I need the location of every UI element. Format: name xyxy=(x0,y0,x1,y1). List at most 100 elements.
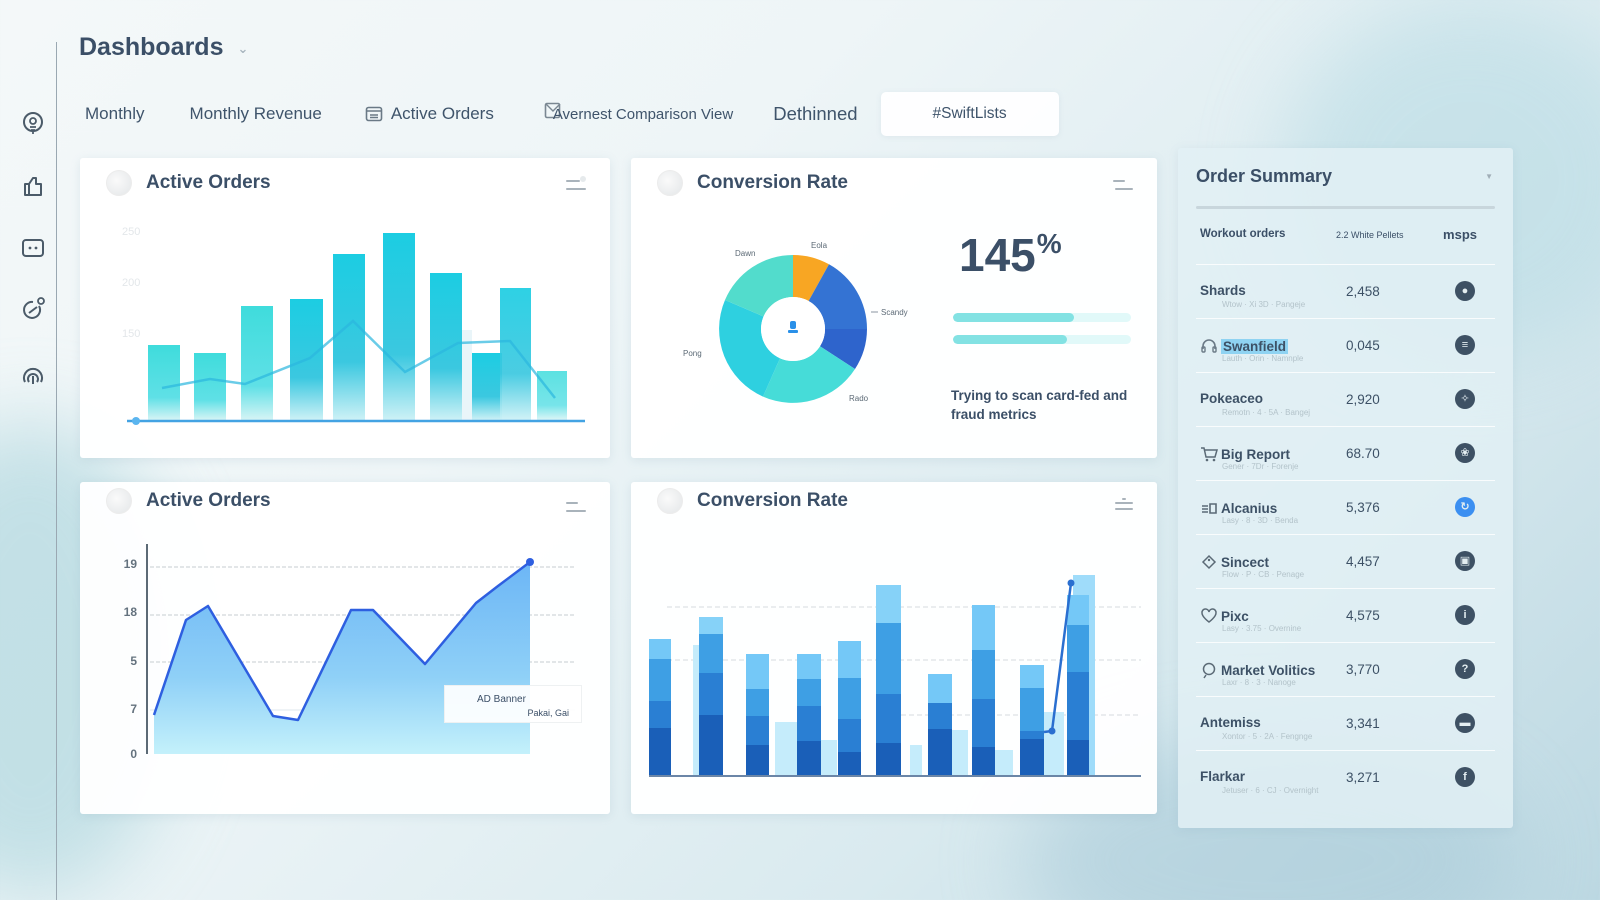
card-avatar xyxy=(657,488,683,514)
chart-tooltip: AD Banner Pakai, Gai xyxy=(444,685,582,723)
row-subtitle: Wtow · Xi 3D · Pangeje xyxy=(1222,300,1306,309)
sync-icon[interactable]: ↻ xyxy=(1455,497,1475,517)
table-row[interactable]: Pokeaceo Remotn · 4 · 5A · Bangej 2,920 … xyxy=(1196,372,1495,426)
row-value: 0,045 xyxy=(1346,338,1380,353)
tab-active-orders[interactable]: Active Orders xyxy=(365,92,494,136)
y-axis-label: 7 xyxy=(130,702,137,716)
row-value: 3,341 xyxy=(1346,716,1380,731)
card-menu-icon[interactable] xyxy=(1111,176,1133,192)
row-value: 2,920 xyxy=(1346,392,1380,407)
table-row[interactable]: Big Report Gener · 7Dr · Forenje 68.70 ❀ xyxy=(1196,426,1495,480)
table-row[interactable]: Antemiss Xontor · 5 · 2A · Fengnge 3,341… xyxy=(1196,696,1495,750)
column-header: Workout orders xyxy=(1200,228,1286,240)
table-row[interactable]: Market Volitics Laxr · 8 · 3 · Nanoge 3,… xyxy=(1196,642,1495,696)
row-value: 2,458 xyxy=(1346,284,1380,299)
conversion-rate-stacked-card: Conversion Rate xyxy=(631,482,1157,814)
sidebar xyxy=(0,0,57,900)
row-name: Swanfield xyxy=(1221,338,1289,354)
paw-icon[interactable]: ❀ xyxy=(1455,443,1475,463)
progress-bar xyxy=(953,335,1131,344)
tab-bar: Monthly Monthly Revenue Active Orders Av… xyxy=(80,92,1059,136)
table-header: Workout orders 2.2 White Pellets msps xyxy=(1200,227,1485,248)
stack-icon xyxy=(1202,503,1217,514)
divider xyxy=(1196,206,1495,209)
sidebar-item-insights[interactable] xyxy=(20,111,46,137)
donut-label: Scandy xyxy=(881,308,908,317)
active-orders-area-chart: 19 18 5 7 0 xyxy=(124,544,575,761)
bot-icon xyxy=(22,239,44,257)
tab-dethinned[interactable]: Dethinned xyxy=(773,103,858,124)
tab-swiftlists[interactable]: #SwiftLists xyxy=(880,92,1059,136)
question-icon[interactable]: ? xyxy=(1455,659,1475,679)
calendar-icon xyxy=(365,106,383,122)
table-row[interactable]: Flarkar Jetuser · 6 · CJ · Overnight 3,2… xyxy=(1196,750,1495,804)
donut-label: Rado xyxy=(849,394,869,403)
conversion-donut-chart: Dawn Eola Scandy Pong Rado xyxy=(683,241,908,403)
conversion-stacked-bar-chart xyxy=(649,575,1141,777)
progress-bar xyxy=(953,313,1131,322)
table-row[interactable]: Pixc Lasy · 3.75 · Overnine 4,575 i xyxy=(1196,588,1495,642)
conversion-note: Trying to scan card-fed and fraud metric… xyxy=(951,388,1128,422)
card-title: Conversion Rate xyxy=(697,172,848,193)
chevron-down-icon[interactable]: ▼ xyxy=(1485,172,1493,181)
table-row[interactable]: Swanfield Lauth · Orin · Namnple 0,045 ≡ xyxy=(1196,318,1495,372)
tab-monthly-revenue[interactable]: Monthly Revenue xyxy=(189,104,322,123)
sidebar-divider xyxy=(56,42,57,900)
donut-label: Eola xyxy=(811,241,828,250)
y-axis-label: 150 xyxy=(122,328,140,340)
card-avatar xyxy=(106,488,132,514)
row-value: 68.70 xyxy=(1346,446,1380,461)
sidebar-item-broadcast[interactable] xyxy=(20,362,46,388)
row-name: Shards xyxy=(1200,283,1246,298)
y-axis-label: 5 xyxy=(130,654,137,668)
order-summary-panel: Order Summary ▼ Workout orders 2.2 White… xyxy=(1178,148,1513,828)
card-menu-icon[interactable] xyxy=(564,498,586,514)
column-header: msps xyxy=(1443,227,1477,242)
facebook-icon[interactable]: f xyxy=(1455,767,1475,787)
chat-icon[interactable]: ▬ xyxy=(1455,713,1475,733)
row-subtitle: Xontor · 5 · 2A · Fengnge xyxy=(1222,732,1313,741)
sidebar-item-feedback[interactable] xyxy=(20,173,46,199)
table-row[interactable]: Shards Wtow · Xi 3D · Pangeje 2,458 ● xyxy=(1196,264,1495,318)
card-title: Conversion Rate xyxy=(697,490,848,511)
row-value: 4,457 xyxy=(1346,554,1380,569)
dashboards-dropdown[interactable]: Dashboards ⌄ xyxy=(79,33,248,62)
row-subtitle: Laxr · 8 · 3 · Nanoge xyxy=(1222,678,1296,687)
headset-icon xyxy=(1201,339,1217,353)
heart-icon xyxy=(1201,608,1217,623)
sidebar-item-automation[interactable] xyxy=(20,235,46,261)
tab-monthly[interactable]: Monthly xyxy=(85,104,145,123)
order-summary-list: Shards Wtow · Xi 3D · Pangeje 2,458 ● Sw… xyxy=(1196,264,1495,804)
row-name: Flarkar xyxy=(1200,769,1246,784)
info-icon[interactable]: i xyxy=(1455,605,1475,625)
row-subtitle: Flow · P · CB · Penage xyxy=(1222,570,1305,579)
list-icon[interactable]: ≡ xyxy=(1455,335,1475,355)
tag-icon xyxy=(1201,554,1217,570)
edit-badge-icon xyxy=(23,297,45,319)
card-title: Active Orders xyxy=(146,490,271,511)
row-name: Market Volitics xyxy=(1221,662,1316,678)
card-menu-icon[interactable] xyxy=(564,176,586,192)
card-title: Active Orders xyxy=(146,172,271,193)
y-axis-label: 18 xyxy=(124,605,138,619)
row-name: Big Report xyxy=(1221,446,1290,462)
car-icon[interactable]: ▣ xyxy=(1455,551,1475,571)
column-header: 2.2 White Pellets xyxy=(1336,230,1404,240)
card-menu-icon[interactable] xyxy=(1111,498,1133,514)
donut-label: Dawn xyxy=(735,249,755,258)
sidebar-item-edit[interactable] xyxy=(20,296,46,322)
y-axis-label: 250 xyxy=(122,226,140,238)
row-subtitle: Gener · 7Dr · Forenje xyxy=(1222,462,1299,471)
fan-icon[interactable]: ✧ xyxy=(1455,389,1475,409)
cart-icon xyxy=(1201,447,1218,462)
card-avatar xyxy=(657,170,683,196)
row-name: Sincect xyxy=(1221,554,1270,570)
row-value: 3,271 xyxy=(1346,770,1380,785)
table-row[interactable]: Alcanius Lasy · 8 · 3D · Benda 5,376 ↻ xyxy=(1196,480,1495,534)
table-row[interactable]: Sincect Flow · P · CB · Penage 4,457 ▣ xyxy=(1196,534,1495,588)
row-subtitle: Jetuser · 6 · CJ · Overnight xyxy=(1222,786,1319,795)
tab-avernest-comparison-view[interactable]: Avernest Comparison View xyxy=(544,92,733,136)
globe-icon[interactable]: ● xyxy=(1455,281,1475,301)
row-subtitle: Lasy · 3.75 · Overnine xyxy=(1222,624,1302,633)
row-subtitle: Remotn · 4 · 5A · Bangej xyxy=(1222,408,1311,417)
